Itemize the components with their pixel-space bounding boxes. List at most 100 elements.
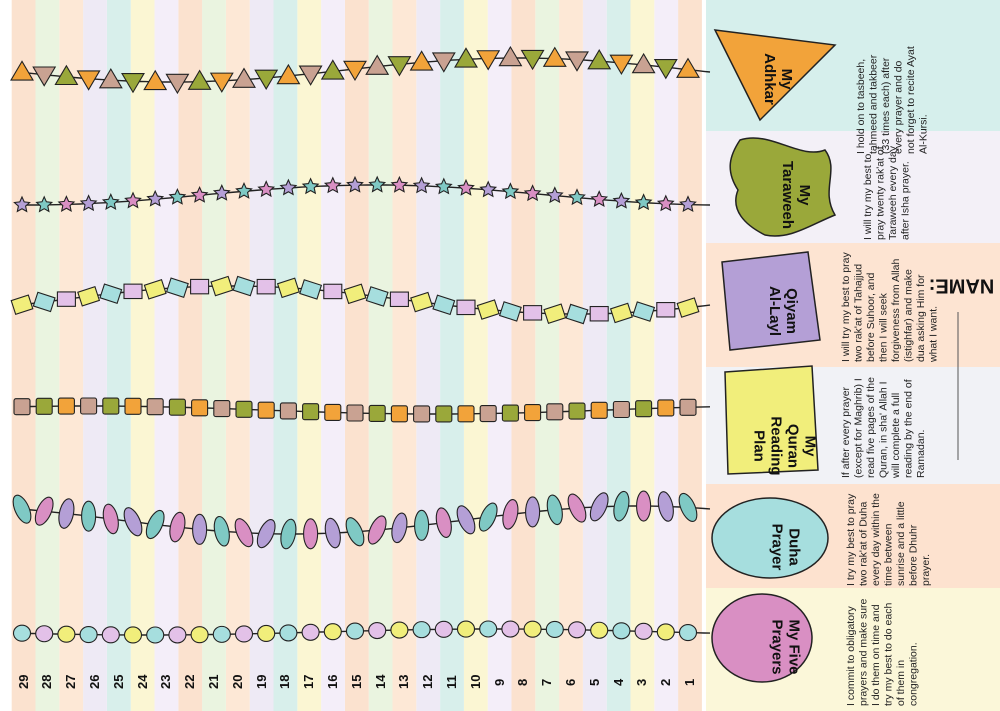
- day-number: 5: [586, 678, 602, 686]
- diamond-bead: [676, 297, 700, 318]
- diamond-bead: [498, 301, 522, 322]
- star-bead: [35, 195, 54, 213]
- oval-bead: [589, 492, 609, 522]
- star-bead: [13, 195, 31, 213]
- day-number: 28: [39, 674, 55, 690]
- square-bead: [235, 400, 253, 418]
- star-bead: [612, 191, 631, 209]
- day-number: 11: [444, 675, 459, 689]
- star-bead: [301, 177, 320, 195]
- five-prayers-badge-circle: [711, 593, 813, 683]
- oval-bead: [256, 519, 276, 549]
- diamond-bead: [10, 294, 34, 316]
- oval-bead: [525, 496, 541, 528]
- day-number: 18: [277, 674, 293, 690]
- diamond-bead: [299, 279, 323, 300]
- diamond-bead: [389, 291, 409, 308]
- star-bead: [101, 193, 120, 210]
- triangle-bead: [565, 51, 589, 72]
- oval-bead: [145, 509, 165, 540]
- day-number: 21: [206, 674, 221, 690]
- day-number: 2: [658, 678, 674, 686]
- square-bead: [35, 397, 53, 415]
- triangle-bead: [498, 45, 523, 67]
- diamond-bead: [165, 277, 189, 299]
- triangle-bead: [587, 49, 612, 70]
- circle-bead: [612, 622, 631, 640]
- star-bead: [212, 183, 231, 201]
- day-number: 1: [682, 678, 697, 686]
- star-bead: [434, 177, 453, 195]
- square-bead: [302, 403, 320, 421]
- diamond-bead: [77, 286, 101, 307]
- square-bead: [279, 402, 297, 420]
- day-stripe: [654, 0, 679, 711]
- day-number: 10: [467, 674, 483, 690]
- triangle-bead: [520, 49, 545, 71]
- name-label: NAME:: [928, 274, 995, 297]
- triangle-bead: [54, 64, 79, 86]
- diamond-bead: [32, 291, 56, 313]
- circle-bead: [301, 623, 320, 641]
- quran-description: If after every prayer (except for Maghri…: [840, 377, 927, 478]
- square-bead: [479, 404, 497, 423]
- circle-bead: [79, 626, 98, 644]
- square-bead: [679, 398, 697, 416]
- day-number: 16: [325, 674, 340, 690]
- day-stripe: [559, 0, 583, 711]
- triangle-bead: [343, 60, 367, 82]
- oval-bead: [456, 505, 476, 535]
- day-number: 29: [15, 674, 31, 690]
- string-line: [20, 184, 711, 206]
- taraweeh-title: My Taraweeh: [779, 160, 814, 230]
- star-bead: [146, 189, 165, 207]
- circle-bead: [456, 620, 476, 638]
- star-bead: [545, 186, 564, 204]
- circle-bead: [257, 624, 276, 643]
- star-bead: [412, 176, 431, 194]
- star-bead: [235, 181, 253, 199]
- oval-bead: [34, 496, 54, 526]
- circle-bead: [479, 620, 498, 638]
- circle-bead: [345, 622, 365, 640]
- diamond-bead: [99, 283, 123, 305]
- circle-bead: [101, 626, 120, 644]
- square-bead: [435, 405, 453, 423]
- circle-bead: [12, 624, 32, 642]
- square-bead: [168, 398, 186, 416]
- oval-bead: [280, 518, 297, 550]
- circle-bead: [567, 621, 587, 639]
- square-bead: [635, 400, 653, 418]
- triangle-bead: [121, 72, 145, 94]
- square-bead: [213, 400, 231, 418]
- circle-bead: [412, 621, 431, 639]
- star-bead: [323, 176, 342, 194]
- triangle-bead: [98, 68, 123, 89]
- circle-bead: [368, 622, 387, 640]
- square-bead: [612, 400, 630, 419]
- square-bead: [324, 403, 342, 421]
- adhkar-badge-triangle: [713, 29, 837, 122]
- square-bead: [457, 405, 475, 423]
- duha-description: I try my best to pray two rak'at of Duha…: [845, 493, 932, 586]
- star-bead: [279, 178, 298, 196]
- diamond-bead: [432, 294, 456, 316]
- oval-bead: [478, 502, 498, 532]
- circle-bead: [234, 625, 254, 643]
- day-stripe: [487, 0, 512, 711]
- circle-bead: [590, 621, 609, 639]
- oval-bead: [169, 511, 186, 543]
- oval-bead: [613, 490, 630, 522]
- day-number: 20: [229, 674, 245, 690]
- day-number: 22: [182, 674, 198, 690]
- star-bead: [679, 195, 697, 213]
- circle-bead: [501, 620, 520, 638]
- square-bead: [146, 398, 164, 416]
- day-stripe: [582, 0, 607, 711]
- day-stripe: [11, 0, 36, 711]
- triangle-bead: [32, 66, 57, 87]
- oval-bead: [324, 517, 341, 549]
- triangle-bead: [653, 59, 678, 80]
- adhkar-title: My Adhkar: [760, 53, 795, 105]
- circle-bead: [190, 626, 209, 644]
